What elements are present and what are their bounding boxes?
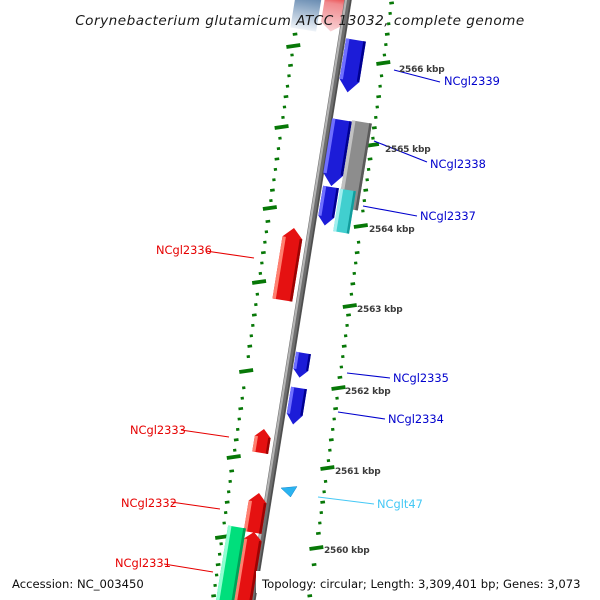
ruler-tick-2561: 2561 kbp [335, 467, 381, 477]
leader-ncgl2332 [170, 501, 221, 510]
gene-ncglt47-trna-marker[interactable] [280, 486, 298, 498]
gene-label-ncglt47[interactable]: NCglt47 [377, 497, 423, 511]
leader-ncgl2339 [393, 69, 441, 83]
gene-unlabeled-red-arrow[interactable] [233, 531, 263, 600]
gene-label-ncgl2337[interactable]: NCgl2337 [420, 209, 476, 223]
gene-ncgl2339-arrow[interactable] [338, 38, 366, 94]
leader-ncgl2333 [180, 429, 230, 438]
leader-ncgl2331 [163, 563, 214, 573]
leader-ncgl2334 [337, 411, 386, 420]
leader-ncgl2335 [346, 372, 391, 379]
ruler-tick-2560: 2560 kbp [324, 546, 370, 556]
ruler-tick-2563: 2563 kbp [357, 305, 403, 315]
gene-label-ncgl2334[interactable]: NCgl2334 [388, 412, 444, 426]
gene-ncgl2332-arrow[interactable] [243, 492, 268, 534]
ruler-tick-2562: 2562 kbp [345, 387, 391, 397]
gene-gray-slab[interactable] [338, 120, 372, 211]
gene-ncgl2334-arrow[interactable] [285, 386, 307, 426]
ruler-tick-2564: 2564 kbp [369, 225, 415, 235]
page-title: Corynebacterium glutamicum ATCC 13032, c… [75, 13, 525, 29]
gene-label-ncgl2339[interactable]: NCgl2339 [444, 74, 500, 88]
gene-ncgl2331-slab[interactable] [215, 525, 246, 600]
status-topology: Topology: circular; Length: 3,309,401 bp… [261, 577, 580, 591]
gene-label-ncgl2335[interactable]: NCgl2335 [393, 371, 449, 385]
gene-label-ncgl2332[interactable]: NCgl2332 [121, 496, 177, 510]
gene-ncgl2336-arrow[interactable] [272, 226, 303, 302]
gene-ncgl2337-arrow[interactable] [317, 185, 339, 227]
status-accession: Accession: NC_003450 [12, 577, 144, 591]
ruler-tick-2565: 2565 kbp [385, 145, 431, 155]
ruler-tick-2566: 2566 kbp [399, 65, 445, 75]
gene-ncgl2335-arrow[interactable] [292, 351, 311, 379]
gene-label-ncgl2336[interactable]: NCgl2336 [156, 243, 212, 257]
leader-ncgl2336 [205, 250, 255, 259]
gene-cyan-slab[interactable] [333, 188, 356, 234]
ruler-dotted-ring-left [211, 1, 303, 598]
leader-ncglt47 [317, 496, 375, 505]
status-bar-bg [256, 571, 600, 593]
leader-ncgl2338 [373, 140, 428, 163]
gene-ncgl2333-arrow[interactable] [252, 428, 272, 454]
gene-label-ncgl2333[interactable]: NCgl2333 [130, 423, 186, 437]
gene-label-ncgl2331[interactable]: NCgl2331 [115, 556, 171, 570]
gene-partial-steel[interactable] [290, 0, 322, 32]
gene-ncgl2338-arrow[interactable] [321, 118, 352, 187]
leader-ncgl2337 [362, 205, 418, 217]
ruler-dotted-ring-right [307, 1, 395, 598]
gene-label-ncgl2338[interactable]: NCgl2338 [430, 157, 486, 171]
